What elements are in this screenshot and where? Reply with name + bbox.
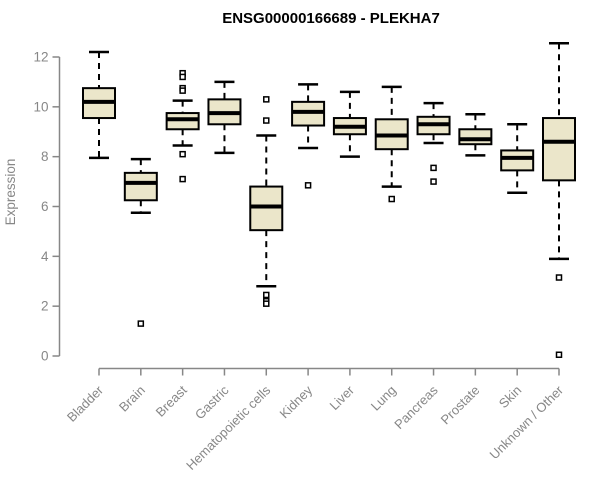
x-tick-label: Liver — [326, 382, 357, 413]
y-tick-label: 2 — [41, 299, 49, 314]
outlier-point — [179, 150, 186, 158]
x-tick-label: Gastric — [192, 382, 232, 422]
y-axis-label: Expression — [3, 159, 18, 226]
outlier-point — [263, 117, 270, 124]
x-tick-label: Skin — [496, 383, 524, 411]
outlier-point — [179, 175, 186, 183]
outlier-point — [304, 182, 312, 189]
x-tick-label: Pancreas — [391, 382, 441, 432]
outlier-point — [179, 87, 186, 94]
outlier-point — [555, 351, 563, 359]
x-tick-label: Prostate — [438, 383, 483, 428]
outlier-point — [263, 96, 270, 103]
x-tick-label: Breast — [153, 382, 190, 419]
outlier-point — [388, 195, 395, 203]
y-tick-label: 12 — [33, 50, 48, 65]
outlier-point — [263, 291, 270, 299]
box-rect — [123, 171, 158, 202]
y-tick-label: 6 — [41, 199, 49, 214]
outlier-point — [555, 274, 563, 281]
outlier-point — [179, 73, 186, 81]
y-tick-label: 8 — [41, 149, 49, 164]
x-tick-label: Kidney — [276, 382, 315, 421]
box-rect — [500, 149, 535, 172]
x-tick-label: Bladder — [64, 382, 107, 425]
chart-title: ENSG00000166689 - PLEKHA7 — [222, 10, 440, 27]
y-tick-label: 10 — [33, 99, 48, 114]
y-tick-label: 4 — [41, 249, 49, 264]
outlier-point — [430, 178, 437, 185]
y-tick-label: 0 — [41, 349, 49, 364]
box-rect — [542, 117, 576, 182]
outlier-point — [137, 320, 145, 327]
x-tick-label: Lung — [368, 383, 399, 414]
x-tick-label: Unknown / Other — [487, 382, 567, 462]
outlier-point — [263, 300, 270, 307]
x-tick-label: Brain — [116, 383, 148, 415]
box-rect — [458, 128, 493, 146]
outlier-point — [430, 164, 437, 172]
